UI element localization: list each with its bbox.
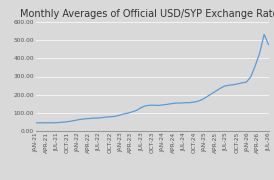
Title: Monthly Averages of Official USD/SYP Exchange Rates: Monthly Averages of Official USD/SYP Exc… xyxy=(20,9,274,19)
